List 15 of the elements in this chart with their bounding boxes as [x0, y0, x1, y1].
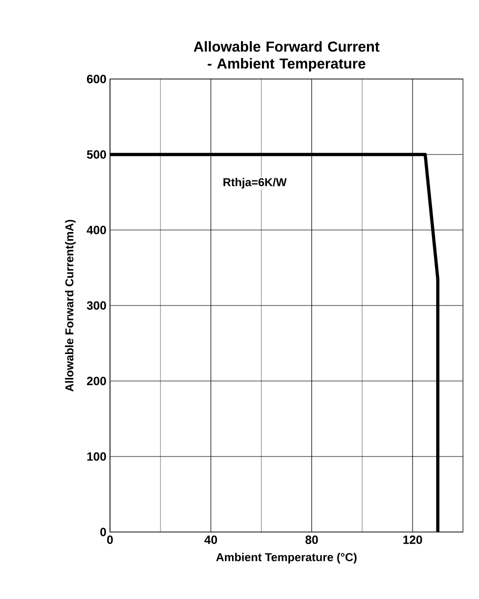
- y-tick-label: 200: [86, 376, 106, 386]
- x-tick-label: 80: [305, 536, 318, 544]
- y-tick-label: 0: [100, 528, 106, 536]
- x-tick-label: 0: [107, 536, 113, 544]
- y-tick-label: 300: [86, 301, 106, 310]
- y-axis-title: Allowable Forward Current(mA): [65, 220, 76, 392]
- chart-title: Allowable Forward Current - Ambient Temperature: [194, 41, 380, 72]
- y-tick-label: 100: [87, 452, 106, 461]
- x-axis-title: Ambient Temperature (°C): [216, 552, 357, 564]
- y-tick-label: 600: [86, 74, 106, 84]
- y-tick-label: 400: [86, 226, 106, 234]
- x-tick-label: 40: [204, 536, 218, 544]
- x-tick-label: 120: [403, 536, 422, 544]
- y-tick-label: 500: [86, 150, 106, 159]
- annotation: Rthja=6K/W: [224, 178, 287, 189]
